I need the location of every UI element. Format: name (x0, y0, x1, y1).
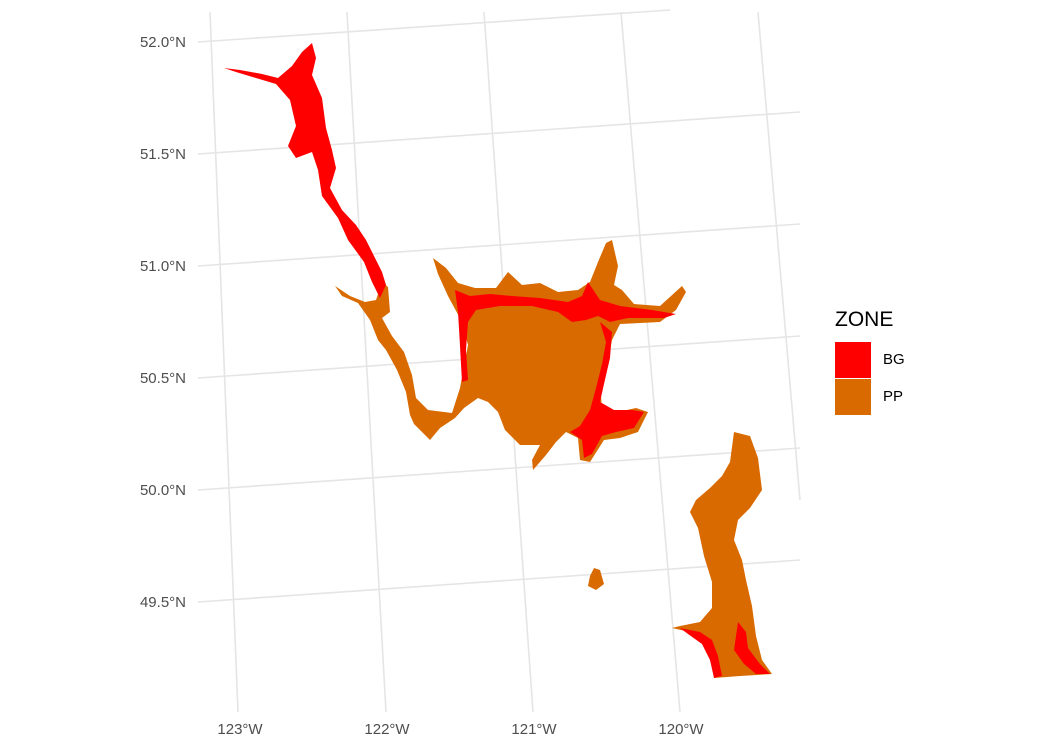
pp-isolated-patch (588, 568, 604, 590)
meridian-119w (757, 11, 801, 501)
lat-label-52n: 52.0°N (140, 34, 186, 51)
latitude-labels: 52.0°N 51.5°N 51.0°N 50.5°N 50.0°N 49.5°… (140, 34, 186, 611)
pp-okanagan-region (672, 432, 772, 678)
meridian-120w (620, 11, 681, 713)
legend-title: ZONE (835, 308, 894, 331)
lon-label-120w: 120°W (658, 721, 704, 738)
meridian-123w (209, 11, 239, 713)
legend-swatch-pp (835, 378, 871, 415)
lat-label-51-5n: 51.5°N (140, 146, 186, 163)
legend-swatch-bg (835, 341, 871, 378)
meridian-122w (346, 11, 387, 713)
bg-north-thompson (570, 322, 644, 458)
parallel-51-5n (197, 111, 801, 155)
bg-northwest-arm (224, 43, 386, 298)
bg-southwest-channel (680, 628, 722, 678)
parallel-52n (197, 9, 671, 43)
parallel-51n (197, 223, 801, 267)
legend-item-bg: BG (835, 341, 905, 378)
pp-fraser-thompson-region (335, 240, 686, 470)
legend-item-pp: PP (835, 378, 905, 415)
parallel-50n (197, 447, 801, 491)
bg-thompson-channel (455, 282, 676, 382)
legend: ZONE BG PP (835, 308, 905, 415)
lat-label-51n: 51.0°N (140, 258, 186, 275)
lat-label-50n: 50.0°N (140, 482, 186, 499)
bg-okanagan-channel (734, 622, 770, 674)
lon-label-123w: 123°W (217, 721, 263, 738)
longitude-labels: 123°W 122°W 121°W 120°W (217, 721, 704, 738)
lon-label-121w: 121°W (511, 721, 557, 738)
lon-label-122w: 122°W (364, 721, 410, 738)
zone-bg (224, 43, 770, 678)
legend-label-pp: PP (883, 388, 904, 405)
lat-label-49-5n: 49.5°N (140, 594, 186, 611)
legend-label-bg: BG (883, 351, 905, 368)
parallel-49-5n (197, 559, 801, 603)
lat-label-50-5n: 50.5°N (140, 370, 186, 387)
